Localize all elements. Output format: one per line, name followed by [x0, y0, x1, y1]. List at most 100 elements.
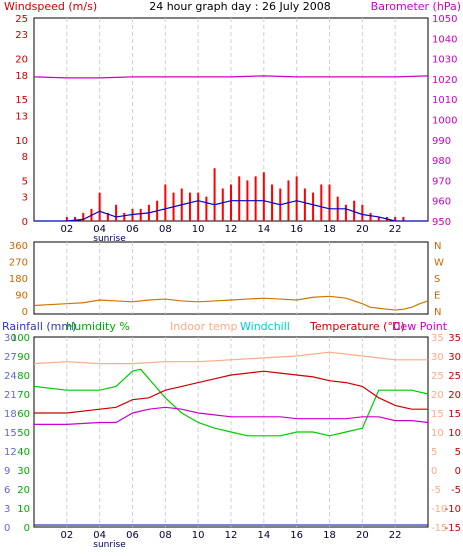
windspeed-tick: 20 [15, 55, 28, 66]
hour-tick-label: 16 [290, 224, 303, 235]
hour-tick-label: 06 [126, 530, 139, 541]
windspeed-tick: 23 [15, 30, 28, 41]
barometer-tick: 1030 [432, 55, 457, 66]
dew-pointline [34, 406, 429, 425]
indoor-tick: 30 [431, 352, 444, 363]
hour-tick-label: 22 [389, 530, 402, 541]
compass-tick: E [434, 291, 440, 302]
direction-tick: 0 [22, 307, 28, 318]
hour-tick-label: 20 [356, 530, 369, 541]
chart-title: 24 hour graph day : 26 July 2008 [149, 0, 331, 13]
hour-tick-label: 20 [356, 224, 369, 235]
barometer-tick: 1000 [432, 116, 457, 127]
indoor-tick: 35 [431, 333, 444, 344]
compass-tick: S [434, 274, 440, 285]
temperature-tick: 15 [448, 409, 461, 420]
hour-tick-label: 08 [159, 224, 172, 235]
compass-tick: N [434, 307, 441, 318]
barometer-tick: 970 [432, 176, 451, 187]
temperature-tick: -15 [445, 523, 461, 534]
hour-tick-label: 04 [93, 530, 106, 541]
hour-tick-label: 16 [290, 530, 303, 541]
humidity-tick: 50 [17, 428, 30, 439]
barometer-tick: 1050 [432, 14, 457, 25]
temperature-c-line [34, 370, 428, 414]
indoor-tick: 20 [431, 390, 444, 401]
hour-tick-label: 12 [225, 224, 238, 235]
rainfall-tick: 12 [4, 447, 17, 458]
temperature-tick: 20 [448, 390, 461, 401]
temperature-tick: 5 [455, 447, 461, 458]
rainfall-tick: 3 [4, 504, 10, 515]
barometer-tick: 950 [432, 217, 451, 228]
windspeed-tick: 25 [15, 14, 28, 25]
humidity-tick: 30 [17, 466, 30, 477]
direction-tick: 90 [15, 291, 28, 302]
temperature-tick: 30 [448, 352, 461, 363]
windspeed-tick: 13 [15, 111, 28, 122]
windchill-header: Windchill [240, 320, 290, 333]
humidity-tick: 0 [24, 523, 30, 534]
windspeed-tick: 3 [22, 193, 28, 204]
humidity-tick: 70 [17, 390, 30, 401]
temperature-tick: -5 [451, 485, 461, 496]
wind-average-line [34, 200, 428, 222]
rainfall-tick: 0 [4, 523, 10, 534]
compass-tick: W [434, 258, 444, 269]
indoor-temp-header: Indoor temp [170, 320, 237, 333]
humidity-tick: 60 [17, 409, 30, 420]
indoor-tick: -5 [431, 485, 441, 496]
windspeed-tick: 10 [15, 136, 28, 147]
barometer-tick: 1020 [432, 75, 457, 86]
indoor-tick: -10 [431, 504, 447, 515]
sunrise-label: sunrise [93, 234, 126, 244]
temperature-tick: -10 [445, 504, 461, 515]
indoor-tick: 10 [431, 428, 444, 439]
hour-tick-label: 14 [257, 530, 270, 541]
barometer-tick: 990 [432, 136, 451, 147]
rainfall-tick: 21 [4, 390, 17, 401]
dewpoint-header: Dew Point [392, 320, 448, 333]
rainfall-tick: 15 [4, 428, 17, 439]
windspeed-tick: 5 [22, 176, 28, 187]
indoor-tick: 0 [431, 466, 437, 477]
hour-tick-label: 14 [257, 224, 270, 235]
direction-tick: 180 [9, 274, 28, 285]
humidity-tick: 10 [17, 504, 30, 515]
rainfall-tick: 9 [4, 466, 10, 477]
wind-direction-line [33, 295, 429, 311]
barometer-axis-label: Barometer (hPa) [371, 0, 461, 13]
temperature-tick: 35 [448, 333, 461, 344]
rainfall-tick: 24 [4, 371, 17, 382]
compass-tick: N [434, 241, 441, 252]
barometer-tick: 960 [432, 197, 451, 208]
temperature-header: Temperature (°C) [309, 320, 405, 333]
humidity-tick: 100 [11, 333, 30, 344]
hour-tick-label: 10 [192, 224, 205, 235]
indoor-templine [33, 351, 428, 365]
windspeed-tick: 15 [15, 95, 28, 106]
barometer-tick: 1010 [432, 95, 457, 106]
rainfall-header: Rainfall (mm) [2, 320, 76, 333]
hour-tick-label: 18 [323, 530, 336, 541]
rainfall-tick: 27 [4, 352, 17, 363]
humidity-tick: 40 [17, 447, 30, 458]
rainfall-tick: 6 [4, 485, 10, 496]
windspeed-tick: 8 [22, 152, 28, 163]
hour-tick-label: 10 [192, 530, 205, 541]
hour-tick-label: 18 [323, 224, 336, 235]
humidity-tick: 20 [17, 485, 30, 496]
windspeed-tick: 18 [15, 71, 28, 82]
windspeed-axis-label: Windspeed (m/s) [4, 0, 97, 13]
hour-tick-label: 02 [60, 530, 73, 541]
direction-tick: 270 [9, 258, 28, 269]
windspeed-tick: 0 [22, 217, 28, 228]
humidity-tick: 90 [17, 352, 30, 363]
hour-tick-label: 04 [93, 224, 106, 235]
direction-tick: 360 [9, 241, 28, 252]
sunrise-label: sunrise [93, 540, 126, 550]
indoor-tick: 25 [431, 371, 444, 382]
barometer-line [33, 75, 429, 79]
indoor-tick: -15 [431, 523, 447, 534]
